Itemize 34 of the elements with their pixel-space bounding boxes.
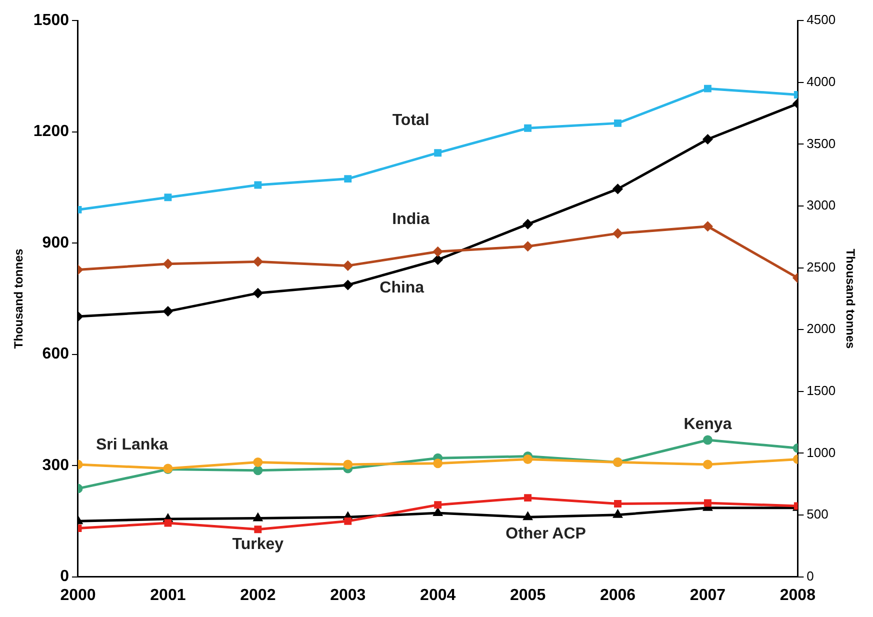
y2-tick-label: 1500: [806, 382, 836, 398]
y-tick-label: 1200: [33, 123, 70, 140]
y-tick-label: 1500: [33, 12, 70, 30]
series-label: China: [380, 280, 424, 297]
x-tick-label: 2007: [690, 586, 726, 604]
y2-tick-label: 500: [806, 506, 828, 522]
x-tick-label: 2006: [600, 586, 636, 604]
y2-tick-label: 3500: [806, 136, 836, 151]
y2-tick-label: 1000: [806, 444, 836, 460]
y-tick-label: 300: [42, 456, 70, 474]
y2-tick-label: 3000: [806, 198, 836, 213]
y2-axis-title: Thousand tonnes: [843, 248, 858, 350]
y-tick-label: 600: [42, 346, 70, 363]
x-tick-label: 2005: [510, 586, 546, 604]
y2-tick-label: 4500: [806, 12, 836, 28]
x-tick-label: 2000: [60, 586, 96, 604]
series-label: Kenya: [684, 416, 732, 434]
x-tick-label: 2004: [420, 586, 456, 604]
x-tick-label: 2003: [330, 586, 366, 604]
y2-tick-label: 4000: [806, 74, 836, 89]
y-axis-title: Thousand tonnes: [12, 248, 26, 349]
y-tick-label: 0: [60, 568, 70, 586]
x-tick-label: 2001: [150, 586, 186, 604]
y2-tick-label: 2000: [806, 321, 836, 336]
series-label: Total: [392, 112, 430, 130]
series-label: Sri Lanka: [96, 436, 168, 454]
y-tick-label: 900: [42, 234, 70, 252]
y2-tick-label: 2500: [806, 259, 836, 274]
series-label: India: [392, 210, 430, 228]
series-label: Turkey: [232, 536, 284, 553]
y2-tick-label: 0: [806, 568, 814, 584]
x-tick-label: 2008: [780, 586, 816, 604]
series-label: Other ACP: [506, 526, 586, 543]
x-tick-label: 2002: [240, 586, 276, 604]
